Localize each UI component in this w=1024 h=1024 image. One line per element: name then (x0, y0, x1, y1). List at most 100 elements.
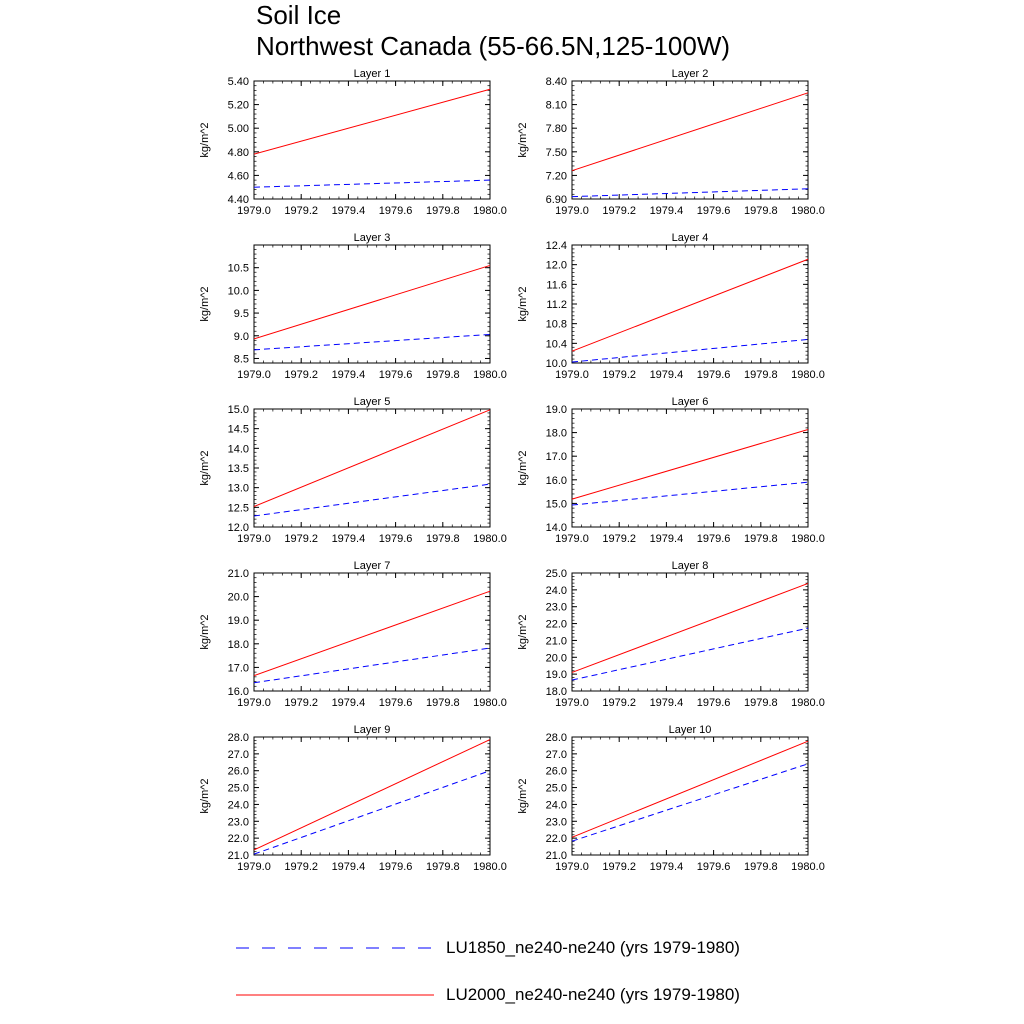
x-tick-label-layer-6: 1979.8 (744, 533, 778, 545)
panel-title-layer-5: Layer 5 (354, 396, 391, 408)
x-tick-label-layer-7: 1979.0 (237, 697, 271, 709)
y-tick-label-layer-6: 18.0 (546, 428, 567, 440)
y-tick-label-layer-7: 20.0 (228, 592, 249, 604)
y-tick-label-layer-3: 10.5 (228, 263, 249, 275)
panel-layer-6: Layer 6 1979.0 1979.2 1979.4 1979.6 1979.8 198… (517, 396, 825, 545)
y-axis-label-layer-4: kg/m^2 (517, 286, 529, 321)
figure-title: Soil Ice Northwest Canada (55-66.5N,125-… (256, 0, 730, 62)
x-tick-label-layer-2: 1979.6 (697, 205, 731, 217)
plot-frame-layer-1 (253, 80, 491, 200)
y-tick-label-layer-8: 23.0 (546, 602, 567, 614)
y-tick-label-layer-3: 10.0 (228, 285, 249, 297)
x-tick-label-layer-4: 1979.2 (602, 369, 636, 381)
y-tick-label-layer-10: 26.0 (546, 766, 567, 778)
y-tick-label-layer-3: 8.5 (234, 353, 249, 365)
x-tick-label-layer-3: 1980.0 (473, 369, 507, 381)
x-tick-label-layer-8: 1979.4 (650, 697, 684, 709)
series-lu2000-line-layer-1 (253, 88, 491, 155)
y-tick-label-layer-7: 16.0 (228, 686, 249, 698)
x-tick-label-layer-4: 1979.4 (650, 369, 684, 381)
y-tick-label-layer-6: 16.0 (546, 475, 567, 487)
y-tick-label-layer-1: 5.00 (228, 123, 249, 135)
plot-frame-layer-3 (253, 244, 491, 364)
legend-label-lu1850: LU1850_ne240-ne240 (yrs 1979-1980) (446, 938, 740, 957)
x-tick-label-layer-6: 1979.6 (697, 533, 731, 545)
figure-title-line-2: Northwest Canada (55-66.5N,125-100W) (256, 31, 731, 61)
legend-swatch-dashed (236, 947, 434, 949)
x-tick-label-layer-5: 1979.8 (426, 533, 460, 545)
series-lu2000-line-layer-10 (571, 740, 809, 838)
x-tick-label-layer-6: 1980.0 (791, 533, 825, 545)
y-tick-label-layer-2: 8.40 (546, 76, 567, 88)
y-axis-label-layer-6: kg/m^2 (517, 450, 529, 485)
y-tick-label-layer-10: 28.0 (546, 732, 567, 744)
legend-label-lu2000: LU2000_ne240-ne240 (yrs 1979-1980) (446, 985, 740, 1004)
series-lu2000-line-layer-8 (571, 582, 809, 673)
x-tick-label-layer-5: 1979.4 (332, 533, 366, 545)
series-lu2000-line-layer-7 (253, 590, 491, 677)
series-lu2000-line-layer-6 (571, 429, 809, 500)
panel-title-layer-4: Layer 4 (672, 232, 709, 244)
x-tick-label-layer-4: 1979.0 (555, 369, 589, 381)
x-tick-label-layer-1: 1979.2 (284, 205, 318, 217)
series-lu1850-line-layer-1 (253, 179, 491, 188)
y-tick-label-layer-4: 11.6 (546, 279, 567, 291)
y-tick-label-layer-4: 10.8 (546, 319, 567, 331)
x-tick-label-layer-10: 1980.0 (791, 861, 825, 873)
y-tick-label-layer-4: 10.4 (546, 338, 567, 350)
plot-frame-layer-10 (571, 736, 809, 856)
y-tick-label-layer-1: 5.40 (228, 76, 249, 88)
y-tick-label-layer-8: 25.0 (546, 568, 567, 580)
y-tick-label-layer-6: 14.0 (546, 522, 567, 534)
x-tick-label-layer-9: 1979.4 (332, 861, 366, 873)
y-tick-label-layer-10: 23.0 (546, 816, 567, 828)
y-axis-label-layer-9: kg/m^2 (199, 778, 211, 813)
x-tick-label-layer-4: 1980.0 (791, 369, 825, 381)
y-tick-label-layer-8: 20.0 (546, 652, 567, 664)
y-tick-label-layer-2: 7.80 (546, 123, 567, 135)
y-tick-label-layer-4: 12.4 (546, 240, 567, 252)
x-tick-label-layer-3: 1979.8 (426, 369, 460, 381)
x-tick-label-layer-1: 1979.6 (379, 205, 413, 217)
x-tick-label-layer-2: 1979.8 (744, 205, 778, 217)
x-tick-label-layer-3: 1979.2 (284, 369, 318, 381)
y-tick-label-layer-5: 14.0 (228, 443, 249, 455)
x-tick-label-layer-10: 1979.6 (697, 861, 731, 873)
panel-title-layer-7: Layer 7 (354, 560, 391, 572)
series-lu1850-line-layer-2 (571, 188, 809, 198)
y-tick-label-layer-1: 4.40 (228, 194, 249, 206)
y-tick-label-layer-7: 18.0 (228, 639, 249, 651)
y-tick-label-layer-4: 11.2 (546, 299, 567, 311)
x-tick-label-layer-5: 1979.6 (379, 533, 413, 545)
y-axis-label-layer-3: kg/m^2 (199, 286, 211, 321)
x-tick-label-layer-3: 1979.6 (379, 369, 413, 381)
series-lu2000-line-layer-2 (571, 92, 809, 172)
y-tick-label-layer-9: 23.0 (228, 816, 249, 828)
plot-frame-layer-2 (571, 80, 809, 200)
x-tick-label-layer-9: 1979.0 (237, 861, 271, 873)
y-tick-label-layer-4: 12.0 (546, 260, 567, 272)
y-tick-label-layer-5: 12.5 (228, 502, 249, 514)
plot-frame-layer-5 (253, 408, 491, 528)
x-tick-label-layer-5: 1980.0 (473, 533, 507, 545)
y-tick-label-layer-9: 21.0 (228, 850, 249, 862)
y-axis-label-layer-5: kg/m^2 (199, 450, 211, 485)
y-tick-label-layer-9: 22.0 (228, 833, 249, 845)
x-tick-label-layer-3: 1979.0 (237, 369, 271, 381)
y-tick-label-layer-7: 17.0 (228, 662, 249, 674)
x-tick-label-layer-10: 1979.0 (555, 861, 589, 873)
x-tick-label-layer-3: 1979.4 (332, 369, 366, 381)
plot-frame-layer-9 (253, 736, 491, 856)
panel-title-layer-2: Layer 2 (672, 68, 709, 80)
x-tick-label-layer-7: 1979.2 (284, 697, 318, 709)
y-tick-label-layer-1: 5.20 (228, 100, 249, 112)
x-tick-label-layer-6: 1979.4 (650, 533, 684, 545)
y-tick-label-layer-6: 19.0 (546, 404, 567, 416)
y-tick-label-layer-3: 9.5 (234, 308, 249, 320)
x-tick-label-layer-2: 1979.0 (555, 205, 589, 217)
x-tick-label-layer-7: 1979.6 (379, 697, 413, 709)
y-axis-label-layer-1: kg/m^2 (199, 122, 211, 157)
x-tick-label-layer-2: 1980.0 (791, 205, 825, 217)
y-tick-label-layer-4: 10.0 (546, 358, 567, 370)
series-lu1850-line-layer-9 (253, 770, 491, 855)
